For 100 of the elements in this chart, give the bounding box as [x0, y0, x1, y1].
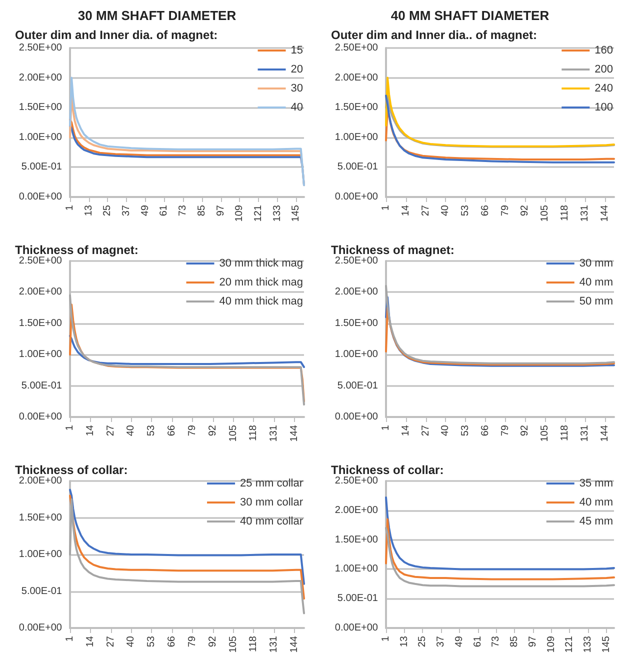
- y-tick-label: 1.00E+00: [18, 132, 62, 143]
- x-tick-label: 66: [166, 424, 178, 436]
- x-tick-label: 92: [207, 424, 218, 436]
- y-tick-label: 2.50E+00: [334, 42, 378, 54]
- x-tick-label: 145: [600, 636, 612, 653]
- x-tick-label: 1: [64, 424, 76, 431]
- chart-subtitle: Outer dim and Inner dia.. of magnet:: [331, 28, 538, 42]
- x-tick-label: 105: [228, 636, 239, 653]
- y-tick-label: 0.00E+00: [334, 192, 378, 202]
- y-tick-label: 1.00E+00: [334, 349, 378, 360]
- chart-title: 40 MM SHAFT DIAMETER: [390, 8, 550, 23]
- x-tick-label: 73: [178, 204, 189, 216]
- legend-label: 30: [290, 82, 304, 94]
- y-tick-label: 2.50E+00: [18, 42, 62, 54]
- y-tick-label: 5.00E-01: [21, 586, 62, 597]
- x-tick-label: 13: [398, 636, 410, 648]
- y-tick-label: 5.00E-01: [337, 380, 378, 392]
- x-tick-label: 79: [186, 636, 198, 648]
- x-tick-label: 79: [500, 424, 511, 436]
- x-tick-label: 66: [480, 424, 491, 436]
- y-tick-label: 1.50E+00: [334, 102, 378, 114]
- x-tick-label: 118: [248, 424, 260, 441]
- y-tick-label: 0.00E+00: [18, 622, 62, 634]
- x-tick-label: 1: [380, 636, 392, 642]
- legend-label: 30 mm collar: [240, 496, 304, 508]
- x-tick-label: 25: [417, 636, 428, 648]
- y-tick-label: 2.00E+00: [18, 72, 62, 84]
- x-tick-label: 27: [105, 636, 116, 648]
- x-tick-label: 1: [380, 204, 392, 211]
- y-tick-label: 1.00E+00: [334, 564, 378, 575]
- x-tick-label: 92: [520, 424, 531, 436]
- y-tick-label: 2.00E+00: [18, 286, 62, 298]
- x-tick-label: 53: [460, 204, 472, 216]
- y-tick-label: 0.00E+00: [334, 412, 378, 422]
- y-tick-label: 1.00E+00: [18, 549, 62, 560]
- x-tick-label: 109: [234, 204, 246, 222]
- chart-subtitle: Outer dim and Inner dia. of magnet:: [15, 28, 218, 42]
- x-tick-label: 144: [599, 424, 610, 442]
- legend-label: 25 mm collar: [240, 478, 304, 490]
- x-tick-label: 118: [560, 204, 571, 221]
- x-tick-label: 1: [64, 204, 76, 211]
- x-tick-label: 118: [560, 424, 571, 441]
- y-tick-label: 5.00E-01: [21, 162, 62, 173]
- x-tick-label: 97: [527, 636, 538, 648]
- y-tick-label: 1.00E+00: [334, 132, 378, 143]
- x-tick-label: 61: [472, 636, 484, 648]
- y-tick-label: 5.00E-01: [21, 380, 62, 392]
- x-tick-label: 14: [400, 424, 412, 436]
- x-tick-label: 27: [420, 204, 432, 216]
- chart-title: Thickness of magnet:: [331, 243, 454, 257]
- chart-title: Thickness of magnet:: [15, 243, 138, 257]
- x-tick-label: 40: [440, 424, 452, 436]
- y-tick-label: 5.00E-01: [337, 162, 378, 173]
- y-tick-label: 0.00E+00: [18, 192, 62, 202]
- y-tick-label: 2.50E+00: [334, 256, 378, 266]
- legend-label: 40 mm collar: [240, 516, 304, 528]
- x-tick-label: 61: [158, 204, 170, 216]
- x-tick-label: 14: [400, 204, 412, 216]
- legend-label: 160: [594, 44, 614, 56]
- x-tick-label: 14: [84, 424, 96, 436]
- chart-title: 30 MM SHAFT DIAMETER: [78, 8, 237, 23]
- x-tick-label: 131: [268, 424, 280, 442]
- x-tick-label: 1: [380, 424, 392, 431]
- legend-label: 20 mm thick mag: [219, 276, 304, 288]
- legend-label: 200: [594, 64, 614, 76]
- x-tick-label: 85: [509, 636, 520, 648]
- legend-label: 45 mm: [579, 516, 614, 528]
- x-tick-label: 144: [599, 204, 610, 222]
- y-tick-label: 2.00E+00: [334, 72, 378, 84]
- x-tick-label: 105: [540, 204, 551, 222]
- y-tick-label: 1.50E+00: [18, 318, 62, 329]
- x-tick-label: 53: [146, 636, 158, 648]
- x-tick-label: 37: [436, 636, 447, 648]
- x-tick-label: 14: [84, 636, 96, 648]
- y-tick-label: 2.50E+00: [18, 256, 62, 266]
- x-tick-label: 27: [420, 424, 432, 436]
- x-tick-label: 121: [564, 636, 576, 653]
- legend-label: 100: [594, 102, 614, 114]
- x-tick-label: 97: [215, 204, 226, 216]
- x-tick-label: 40: [126, 424, 137, 436]
- x-tick-label: 66: [166, 636, 178, 648]
- x-tick-label: 105: [228, 424, 239, 442]
- y-tick-label: 5.00E-01: [337, 593, 378, 604]
- y-tick-label: 0.00E+00: [18, 412, 62, 422]
- x-tick-label: 25: [102, 204, 114, 216]
- x-tick-label: 40: [440, 204, 452, 216]
- legend-label: 30 mm: [579, 258, 614, 270]
- x-tick-label: 37: [121, 204, 132, 216]
- x-tick-label: 40: [126, 636, 137, 648]
- x-tick-label: 92: [207, 636, 218, 648]
- y-tick-label: 2.00E+00: [18, 476, 62, 486]
- legend-label: 40 mm thick mag: [219, 296, 304, 308]
- x-tick-label: 66: [480, 204, 491, 216]
- legend-label: 40 mm: [579, 496, 614, 508]
- x-tick-label: 79: [500, 204, 511, 216]
- x-tick-label: 92: [520, 204, 531, 216]
- x-tick-label: 131: [268, 636, 280, 653]
- x-tick-label: 53: [146, 424, 158, 436]
- legend-label: 240: [594, 82, 614, 94]
- x-tick-label: 1: [64, 636, 76, 642]
